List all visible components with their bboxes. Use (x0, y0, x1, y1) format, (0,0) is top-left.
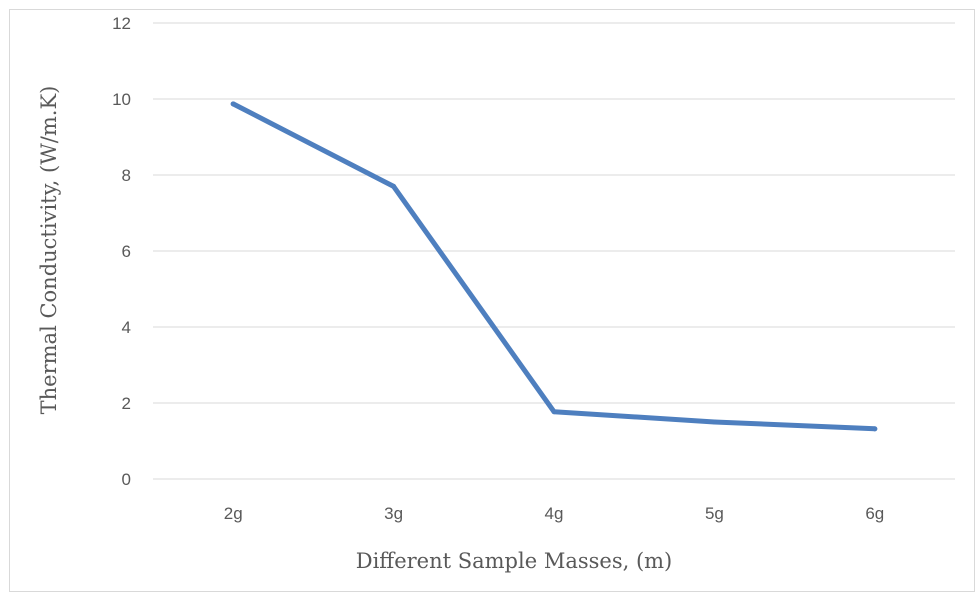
y-axis-ticks: 0 2 4 6 8 10 12 (112, 14, 131, 489)
x-tick-label: 4g (545, 504, 564, 523)
series-layer (230, 101, 878, 432)
y-tick-label: 10 (112, 90, 131, 109)
data-point (711, 419, 717, 425)
y-tick-label: 6 (122, 242, 131, 261)
y-tick-label: 8 (122, 166, 131, 185)
x-tick-label: 3g (384, 504, 403, 523)
data-point (230, 101, 236, 107)
x-tick-label: 2g (224, 504, 243, 523)
series-line-0 (230, 101, 878, 432)
y-tick-label: 4 (122, 318, 131, 337)
chart-frame (9, 9, 975, 592)
data-point (872, 426, 878, 432)
x-axis-title: Different Sample Masses, (m) (356, 549, 673, 573)
x-tick-label: 5g (705, 504, 724, 523)
y-axis-title: Thermal Conductivity, (W/m.K) (37, 86, 61, 415)
data-point (391, 183, 397, 189)
y-tick-label: 12 (112, 14, 131, 33)
x-axis-ticks: 2g 3g 4g 5g 6g (224, 504, 885, 523)
y-tick-label: 0 (122, 470, 131, 489)
data-point (551, 409, 557, 415)
x-tick-label: 6g (865, 504, 884, 523)
gridlines (153, 22, 955, 480)
y-tick-label: 2 (122, 394, 131, 413)
